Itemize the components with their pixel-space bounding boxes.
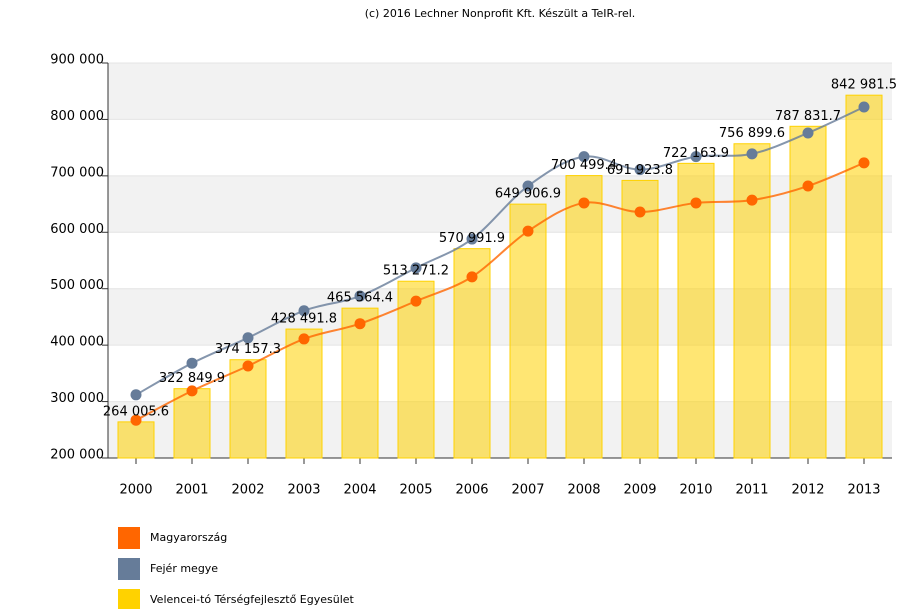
bar [453, 248, 491, 459]
data-label: 513 271.2 [383, 264, 449, 279]
point [410, 262, 422, 274]
point [634, 164, 646, 176]
point [522, 225, 534, 237]
grid-band [108, 63, 892, 120]
bar [285, 328, 323, 459]
point [130, 389, 142, 401]
bar [341, 307, 379, 459]
legend-label: Magyarország [150, 531, 227, 544]
point [186, 385, 198, 397]
point [466, 233, 478, 245]
bar [565, 175, 603, 459]
y-tick-label: 700 000 [50, 165, 104, 180]
point [578, 197, 590, 209]
data-label: 264 005.6 [103, 404, 169, 419]
data-label: 842 981.5 [831, 78, 897, 93]
data-label: 322 849.9 [159, 371, 225, 386]
point [858, 101, 870, 113]
x-tick-label: 2006 [455, 483, 488, 498]
point [298, 305, 310, 317]
point [802, 180, 814, 192]
point [578, 151, 590, 163]
x-tick-label: 2009 [623, 483, 656, 498]
point [354, 290, 366, 302]
point [130, 414, 142, 426]
point [746, 194, 758, 206]
y-tick-label: 800 000 [50, 109, 104, 124]
data-label: 649 906.9 [495, 187, 561, 202]
x-tick-label: 2003 [287, 483, 320, 498]
bar [117, 421, 155, 459]
x-tick-label: 2010 [679, 483, 712, 498]
point [354, 318, 366, 330]
x-tick-label: 2007 [511, 483, 544, 498]
bar [397, 280, 435, 459]
data-label: 428 491.8 [271, 312, 337, 327]
point [634, 206, 646, 218]
data-label: 465 564.4 [327, 291, 393, 306]
x-tick-label: 2004 [343, 483, 376, 498]
data-label: 756 899.6 [719, 126, 785, 141]
point [242, 360, 254, 372]
data-label: 691 923.8 [607, 163, 673, 178]
point [242, 332, 254, 344]
bar [733, 143, 771, 459]
point [690, 197, 702, 209]
point [802, 127, 814, 139]
point [410, 295, 422, 307]
data-label: 722 163.9 [663, 146, 729, 161]
bar [229, 359, 267, 459]
bar [845, 94, 883, 459]
x-tick-label: 2001 [175, 483, 208, 498]
grid-band [108, 175, 892, 233]
data-label: 570 991.9 [439, 231, 505, 246]
legend-swatch [118, 527, 140, 549]
point [690, 151, 702, 163]
point [466, 271, 478, 283]
bar [621, 179, 659, 459]
y-tick-label: 300 000 [50, 391, 104, 406]
point [746, 148, 758, 160]
data-label: 700 499.4 [551, 158, 617, 173]
data-label: 374 157.3 [215, 342, 281, 357]
bar [789, 125, 827, 459]
legend-swatch [118, 558, 140, 580]
point [186, 357, 198, 369]
x-tick-label: 2008 [567, 483, 600, 498]
x-tick-label: 2013 [847, 483, 880, 498]
legend-swatch [118, 589, 140, 609]
y-tick-label: 500 000 [50, 278, 104, 293]
data-label: 787 831.7 [775, 109, 841, 124]
bar [677, 162, 715, 459]
bar [509, 203, 547, 459]
x-tick-label: 2002 [231, 483, 264, 498]
y-tick-label: 600 000 [50, 222, 104, 237]
y-tick-label: 200 000 [50, 448, 104, 463]
point [522, 180, 534, 192]
grid-band [108, 401, 892, 458]
bar [173, 388, 211, 459]
line [135, 161, 865, 422]
x-tick-label: 2000 [119, 483, 152, 498]
x-tick-label: 2011 [735, 483, 768, 498]
y-tick-label: 900 000 [50, 53, 104, 68]
x-tick-label: 2012 [791, 483, 824, 498]
legend-label: Fejér megye [150, 562, 218, 575]
x-tick-label: 2005 [399, 483, 432, 498]
legend-label: Velencei-tó Térségfejlesztő Egyesület [150, 593, 355, 606]
y-tick-label: 400 000 [50, 335, 104, 350]
grid-band [108, 288, 892, 346]
chart-title: (c) 2016 Lechner Nonprofit Kft. Készült … [365, 7, 636, 20]
point [858, 157, 870, 169]
point [298, 333, 310, 345]
